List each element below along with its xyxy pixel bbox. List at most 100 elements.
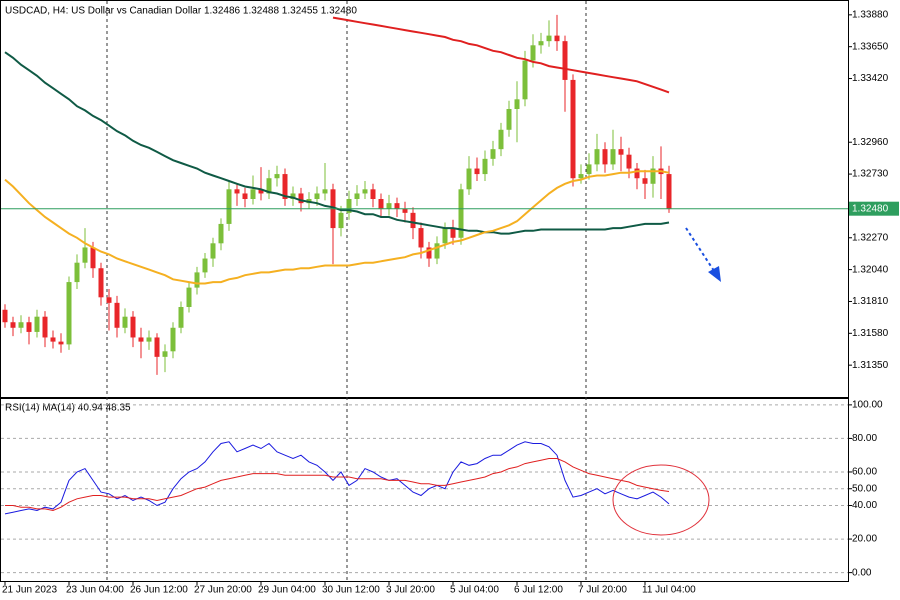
- candle-body: [50, 337, 56, 342]
- candle-body: [2, 309, 8, 323]
- candle-body: [522, 60, 528, 100]
- candle-body: [274, 174, 280, 179]
- y-tick-label: 1.32040: [852, 264, 889, 275]
- x-tick-label: 11 Jul 04:00: [642, 585, 696, 596]
- y-tick-label: 1.31350: [852, 360, 889, 371]
- ma-line: [4, 170, 670, 285]
- candle-body: [378, 199, 384, 209]
- candle-body: [642, 178, 648, 184]
- candle-body: [426, 247, 432, 259]
- arrow-head: [708, 266, 721, 282]
- candle-body: [666, 174, 672, 209]
- candle-body: [90, 247, 96, 269]
- y-tick-label: 1.33420: [852, 73, 889, 84]
- candle-body: [114, 302, 120, 328]
- y-tick-label: 20.00: [852, 534, 877, 545]
- candle-body: [58, 341, 64, 345]
- candle-body: [146, 337, 152, 342]
- y-tick-label: 60.00: [852, 467, 877, 478]
- candle-body: [618, 149, 624, 155]
- candle-body: [458, 189, 464, 238]
- y-tick-label: 1.31810: [852, 296, 889, 307]
- candle-body: [18, 322, 24, 328]
- candle-body: [162, 351, 168, 357]
- candle-body: [258, 189, 264, 194]
- candle-body: [602, 149, 608, 165]
- candle-body: [578, 174, 584, 179]
- candle-body: [586, 164, 592, 175]
- candle-body: [626, 154, 632, 169]
- candle-body: [498, 129, 504, 150]
- y-tick-label: 1.32730: [852, 169, 889, 180]
- candle-body: [186, 287, 192, 307]
- rsi-line: [5, 458, 670, 512]
- candle-body: [226, 189, 232, 224]
- current-price-box: [849, 201, 899, 216]
- rsi-title: RSI(14) MA(14) 40.94 48.35: [5, 403, 131, 414]
- plot-layer: 1.33880 1.33650 1.33420 1.32960 1.32730 1.322…: [1, 9, 899, 596]
- candle-body: [74, 262, 80, 283]
- x-tick-label: 5 Jul 04:00: [450, 585, 499, 596]
- candle-body: [194, 272, 200, 288]
- candle-body: [650, 168, 656, 184]
- y-tick-label: 100.00: [852, 400, 883, 411]
- x-tick-label: 29 Jun 04:00: [258, 585, 316, 596]
- chart-title: USDCAD, H4: US Dollar vs Canadian Dollar…: [5, 6, 357, 17]
- candle-body: [298, 193, 304, 204]
- x-tick-label: 21 Jun 2023: [2, 585, 57, 596]
- candle-body: [634, 168, 640, 179]
- x-tick-label: 27 Jun 20:00: [194, 585, 252, 596]
- candle-body: [34, 316, 40, 332]
- candle-body: [514, 99, 520, 109]
- candle-body: [42, 316, 48, 338]
- candle-body: [282, 174, 288, 199]
- y-tick-label: 1.33880: [852, 9, 889, 20]
- y-tick-label: 40.00: [852, 500, 877, 511]
- candle-body: [138, 337, 144, 342]
- y-tick-label: 80.00: [852, 433, 877, 444]
- candle-body: [610, 149, 616, 165]
- y-tick-label: 0.00: [852, 567, 872, 578]
- candle-body: [546, 35, 552, 42]
- candle-body: [98, 268, 104, 298]
- candle-body: [250, 189, 256, 199]
- candle-body: [234, 189, 240, 194]
- candle-body: [10, 322, 16, 328]
- candle-body: [466, 168, 472, 190]
- candle-body: [370, 189, 376, 199]
- candle-body: [290, 193, 296, 199]
- highlight-ellipse: [612, 464, 710, 536]
- candle-body: [410, 212, 416, 229]
- candle-body: [354, 193, 360, 199]
- candle-body: [130, 316, 136, 338]
- candle-body: [434, 243, 440, 259]
- candle-body: [202, 258, 208, 273]
- candle-body: [362, 189, 368, 194]
- candle-body: [482, 158, 488, 175]
- candle-body: [570, 79, 576, 179]
- price-pane: [0, 0, 849, 398]
- candle-body: [594, 149, 600, 165]
- candle-body: [106, 297, 112, 303]
- candle-body: [442, 228, 448, 244]
- candle-body: [506, 109, 512, 130]
- candle-body: [242, 193, 248, 199]
- candle-body: [218, 223, 224, 244]
- candle-body: [538, 41, 544, 46]
- y-tick-label: 1.32960: [852, 137, 889, 148]
- candle-body: [490, 149, 496, 159]
- candle-body: [82, 247, 88, 263]
- y-tick-label: 50.00: [852, 483, 877, 494]
- candle-body: [562, 41, 568, 80]
- y-tick-label: 1.32270: [852, 232, 889, 243]
- candle-body: [66, 282, 72, 345]
- candle-body: [314, 193, 320, 199]
- candle-body: [450, 228, 456, 238]
- candle-body: [322, 189, 328, 194]
- current-price-label: 1.32480: [852, 203, 889, 214]
- candle-body: [170, 327, 176, 352]
- candle-body: [338, 212, 344, 229]
- candle-body: [530, 45, 536, 61]
- rsi-pane: [0, 398, 849, 582]
- x-tick-label: 23 Jun 04:00: [66, 585, 124, 596]
